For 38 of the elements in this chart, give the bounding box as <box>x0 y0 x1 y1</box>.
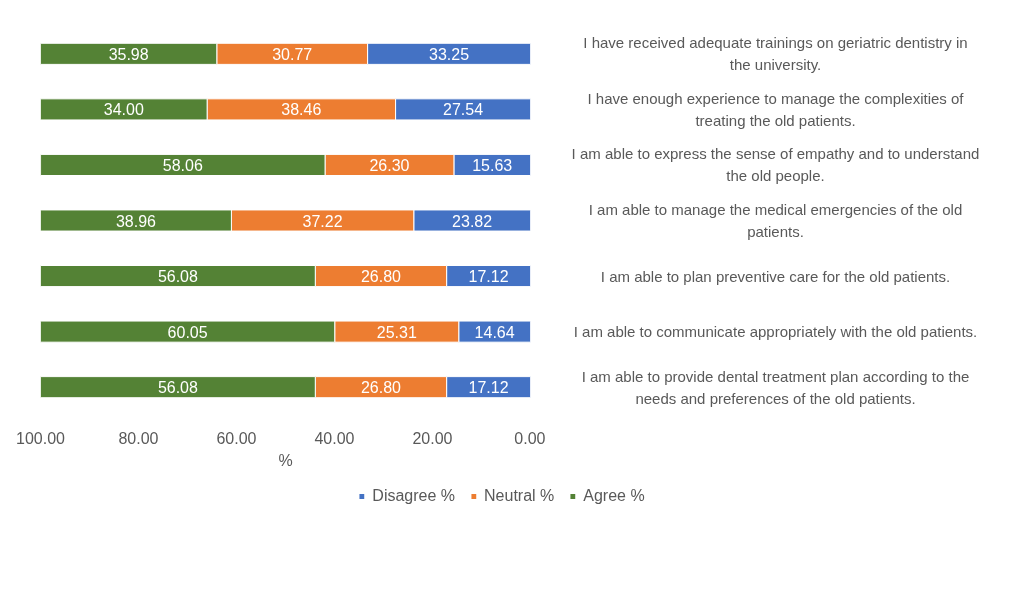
x-tick-label: 80.00 <box>118 429 159 447</box>
x-tick-label: 40.00 <box>314 429 355 447</box>
data-label: 37.22 <box>302 212 343 230</box>
data-label: 27.54 <box>443 101 484 119</box>
data-label: 33.25 <box>429 45 470 63</box>
x-tick-label: 60.00 <box>216 429 257 447</box>
y-tick-label: I am able to provide dental treatment plan according to the needs and preferences of the old patients. <box>581 367 970 407</box>
x-tick-label: 20.00 <box>412 429 453 447</box>
x-tick-label: 100.00 <box>16 429 66 447</box>
data-label: 30.77 <box>272 45 313 63</box>
y-tick-label: I am able to communicate appropriately with the old patients. <box>573 323 978 341</box>
data-label: 34.00 <box>103 101 144 119</box>
data-label: 26.30 <box>369 156 410 174</box>
data-label: 25.31 <box>376 323 417 341</box>
data-label: 26.80 <box>360 379 402 397</box>
data-label: 38.46 <box>281 101 322 119</box>
y-tick-label: I am able to manage the medical emergencies of the old patients. <box>588 200 963 241</box>
data-label: 35.98 <box>108 45 149 63</box>
legend-label: Neutral % <box>484 487 555 505</box>
y-tick-label: I have received adequate trainings on geriatric dentistry in the university. <box>583 34 968 74</box>
y-tick-label: I am able to plan preventive care for the old patients. <box>600 267 951 285</box>
data-label: 60.05 <box>167 323 208 341</box>
y-tick-label: I have enough experience to manage the complexities of treating the old patients. <box>587 89 965 129</box>
legend-label: Agree % <box>583 487 645 505</box>
y-tick-label: I am able to express the sense of empathy and to understand the old people. <box>571 145 980 185</box>
data-label: 56.08 <box>157 379 199 397</box>
data-label: 17.12 <box>468 268 509 286</box>
legend-label: Disagree % <box>372 487 456 505</box>
data-label: 56.08 <box>157 268 199 286</box>
data-label: 38.96 <box>115 212 157 230</box>
x-axis-title: % <box>278 451 293 469</box>
data-label: 23.82 <box>452 212 493 230</box>
x-tick-label: 0.00 <box>514 429 546 447</box>
data-label: 58.06 <box>162 156 203 174</box>
data-label: 17.12 <box>468 379 509 397</box>
data-label: 14.64 <box>474 323 515 341</box>
data-label: 26.80 <box>360 268 402 286</box>
data-label: 15.63 <box>472 156 513 174</box>
